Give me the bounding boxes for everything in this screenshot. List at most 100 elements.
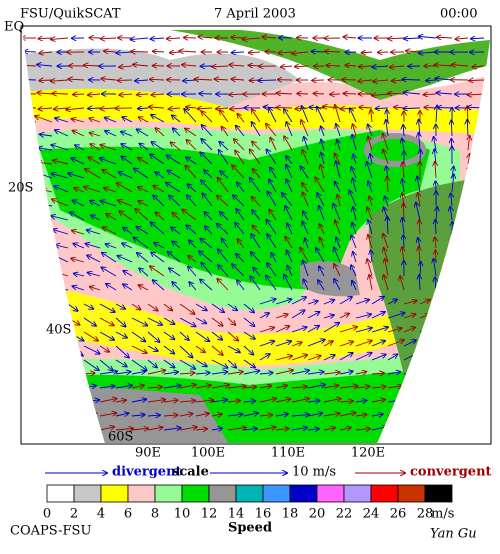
wind-vector	[468, 341, 478, 346]
colorbar-label: 26	[390, 507, 407, 522]
wind-vector	[36, 285, 52, 290]
title: FSU/QuikSCAT	[20, 7, 121, 22]
wind-vector	[68, 413, 82, 416]
wind-vector	[84, 429, 97, 430]
wind-vector	[484, 314, 494, 318]
wind-vector	[404, 400, 419, 402]
lon-label: 120E	[351, 446, 385, 461]
wind-vector	[24, 51, 36, 52]
wind-vector	[68, 428, 85, 430]
wind-vector	[22, 232, 36, 234]
wind-vector	[376, 108, 388, 109]
lat-label: 60S	[108, 430, 133, 445]
colorbar-label: 4	[97, 507, 105, 522]
wind-vector	[402, 79, 420, 80]
wind-vector	[388, 429, 399, 430]
colorbar-swatch	[155, 485, 182, 502]
wind-vector	[468, 165, 470, 178]
wind-vector	[52, 387, 67, 388]
wind-vector	[36, 332, 45, 337]
colorbar-swatch	[236, 485, 263, 502]
colorbar-swatch	[317, 485, 344, 502]
wind-vector	[420, 339, 432, 346]
colorbar-swatch	[74, 485, 101, 502]
wind-vector	[36, 385, 50, 388]
wind-vector	[420, 356, 431, 360]
wind-vector	[23, 273, 36, 276]
wind-vector	[436, 297, 448, 304]
wind-vector	[36, 415, 46, 416]
wind-vector	[41, 218, 52, 220]
wind-vector	[468, 427, 485, 430]
wind-vector	[484, 387, 496, 388]
wind-vector	[436, 399, 449, 402]
wind-vector	[131, 51, 148, 52]
colorbar-swatch	[101, 485, 128, 502]
wind-vector	[276, 107, 292, 108]
wind-vector	[468, 298, 478, 304]
colorbar-label: 2	[70, 507, 78, 522]
wind-vector	[484, 232, 486, 248]
lon-label: 90E	[135, 446, 161, 461]
wind-vector	[484, 161, 485, 178]
colorbar-label: 20	[309, 507, 326, 522]
colorbar-swatch	[128, 485, 155, 502]
wind-vector	[73, 94, 84, 95]
wind-vector	[39, 271, 52, 276]
colorbar-label: 12	[201, 507, 218, 522]
wind-vector	[484, 133, 487, 150]
wind-vector	[468, 373, 482, 374]
wind-vector	[26, 177, 36, 178]
scale-value: 10 m/s	[292, 465, 336, 480]
wind-vector	[52, 346, 67, 354]
wind-vector	[468, 206, 470, 220]
colorbar-label: 22	[336, 507, 353, 522]
wind-vector	[24, 147, 36, 150]
colorbar-label: 18	[282, 507, 299, 522]
wind-vector	[52, 428, 68, 430]
wind-vector	[52, 373, 63, 374]
wind-vector	[88, 108, 100, 109]
wind-vector	[468, 386, 484, 388]
colorbar-label: 8	[151, 507, 159, 522]
colorbar-label: 10	[174, 507, 191, 522]
colorbar-swatch	[344, 485, 371, 502]
wind-vector	[52, 414, 69, 416]
wind-vector	[484, 329, 496, 332]
wind-vector	[484, 119, 486, 136]
wind-vector	[52, 304, 68, 312]
colorbar-label: 16	[255, 507, 272, 522]
wind-vector	[68, 360, 81, 366]
wind-vector	[404, 387, 421, 388]
wind-vector	[484, 209, 485, 220]
wind-vector	[468, 278, 471, 290]
wind-vector	[68, 400, 78, 402]
wind-vector	[84, 413, 96, 416]
wind-vector	[39, 80, 52, 81]
wind-vector	[36, 304, 50, 312]
wind-vector	[343, 93, 356, 94]
wind-vector	[467, 249, 468, 262]
wind-vector	[468, 327, 477, 332]
wind-vector	[420, 387, 431, 388]
wind-vector	[313, 93, 324, 94]
wind-vector	[68, 387, 82, 388]
colorbar-label: 6	[124, 507, 132, 522]
wind-vector	[452, 247, 454, 262]
wind-vector	[436, 373, 454, 374]
lat-label: EQ	[4, 20, 24, 35]
wind-vector	[36, 427, 49, 430]
wind-vector	[468, 413, 485, 416]
wind-vector	[258, 80, 276, 81]
colorbar-title: Speed	[228, 521, 272, 536]
wind-vector	[452, 230, 454, 248]
wind-vector	[311, 51, 324, 52]
wind-vector	[52, 93, 68, 94]
wind-vector	[468, 176, 469, 192]
wind-vector	[436, 340, 449, 346]
scale-label: scale	[172, 465, 209, 480]
wind-vector	[23, 286, 36, 290]
lon-label: 110E	[271, 446, 305, 461]
wind-vector	[484, 195, 487, 206]
